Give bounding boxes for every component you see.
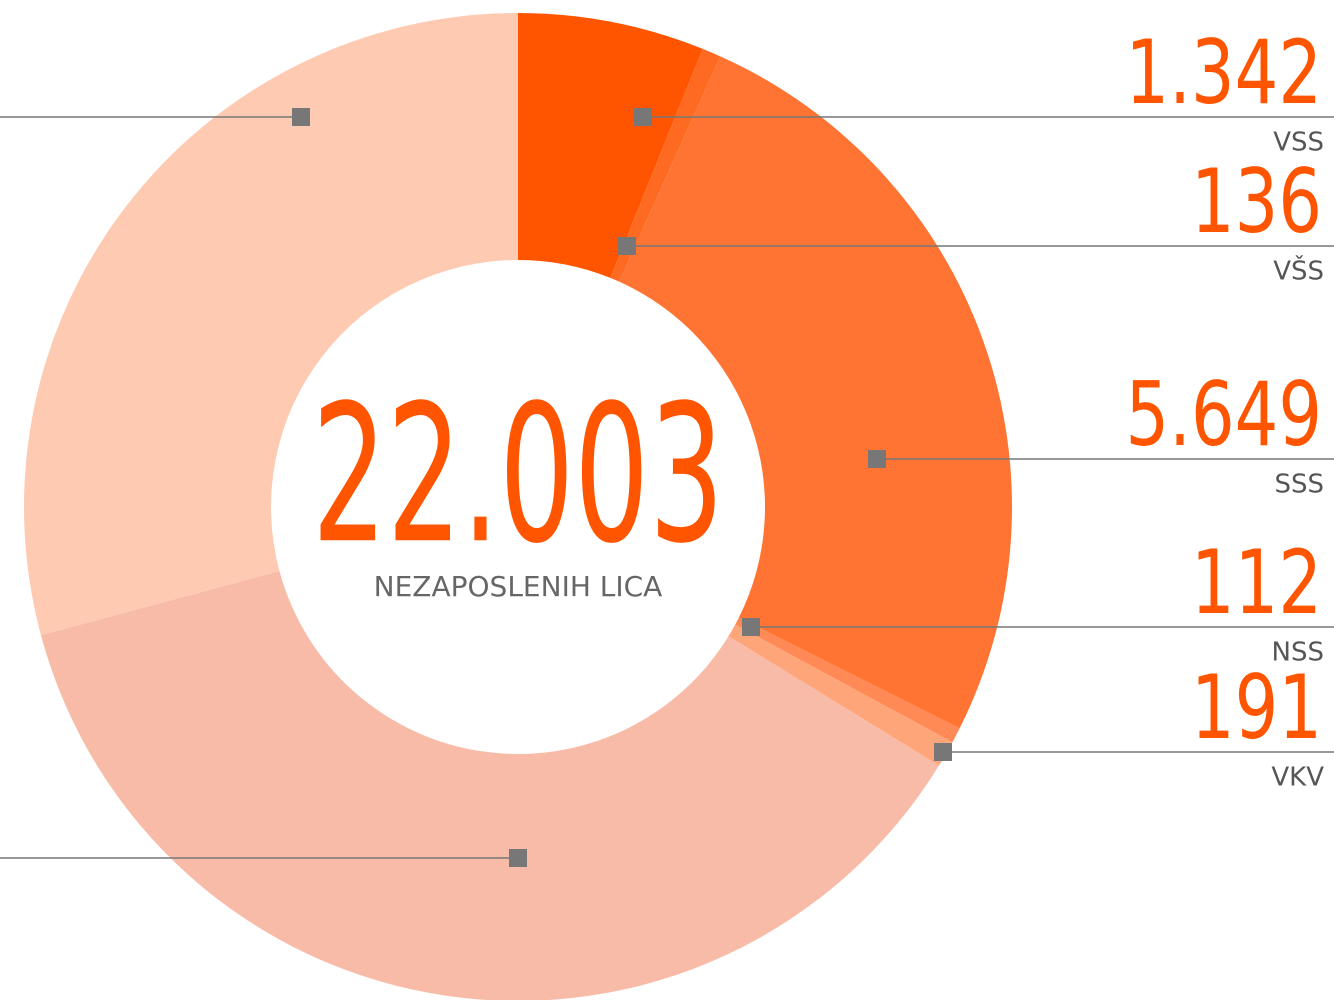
center-label: NEZAPOSLENIH LICA <box>374 570 663 603</box>
category-label: NSS <box>1272 638 1324 668</box>
category-label: VSS <box>1273 128 1324 158</box>
leader-marker <box>868 450 886 468</box>
leader-marker <box>742 618 760 636</box>
value-label: 136 <box>1191 151 1322 254</box>
value-label: 191 <box>1191 657 1322 760</box>
category-label: VŠS <box>1273 255 1324 287</box>
category-label: SSS <box>1274 470 1324 500</box>
leader-marker <box>618 237 636 255</box>
donut-slice <box>735 617 960 743</box>
category-label: VKV <box>1271 763 1324 793</box>
center-value: 22.003 <box>312 365 724 586</box>
leader-marker <box>292 108 310 126</box>
value-label: 5.649 <box>1126 364 1322 467</box>
donut-slice <box>728 624 953 766</box>
leader-marker <box>509 849 527 867</box>
value-label: 1.342 <box>1126 22 1322 125</box>
donut-slice <box>40 571 939 1000</box>
donut-slice <box>610 48 721 282</box>
donut-slice <box>23 13 518 636</box>
donut-slice <box>518 13 703 278</box>
leader-marker <box>634 108 652 126</box>
value-label: 112 <box>1191 532 1322 635</box>
leader-marker <box>934 743 952 761</box>
donut-slice <box>619 56 1012 729</box>
